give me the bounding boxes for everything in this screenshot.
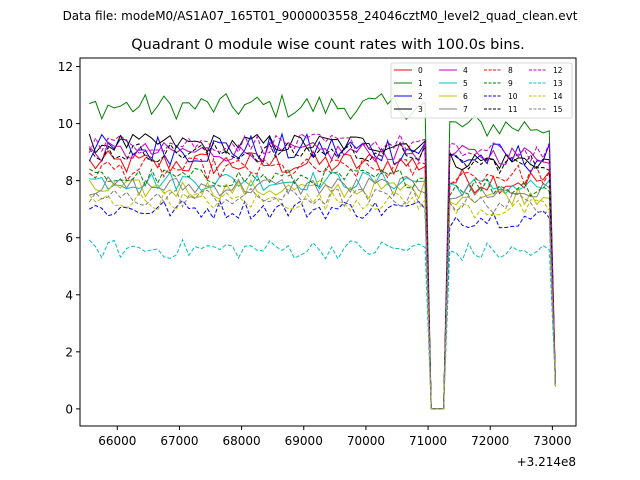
x-tick-label: 71000 — [409, 434, 447, 448]
series-line-12 — [88, 132, 556, 410]
y-tick-label: 0 — [65, 402, 73, 416]
series-line-14 — [88, 190, 556, 410]
y-tick-label: 8 — [65, 174, 73, 188]
series-line-10 — [89, 199, 556, 410]
y-tick-label: 12 — [58, 60, 73, 74]
legend-label-2: 2 — [418, 92, 423, 101]
series-line-7 — [89, 175, 556, 410]
x-tick-label: 70000 — [347, 434, 385, 448]
x-tick-label: 72000 — [471, 434, 509, 448]
legend-label-6: 6 — [463, 92, 468, 101]
series-line-3 — [88, 133, 556, 410]
y-axis: 0 2 4 6 8 10 12 — [58, 60, 80, 416]
series-line-9 — [89, 167, 556, 410]
legend-label-8: 8 — [508, 66, 513, 75]
series-line-15 — [88, 187, 556, 410]
legend-label-10: 10 — [508, 92, 518, 101]
chart-title: Quadrant 0 module wise count rates with … — [131, 37, 525, 53]
x-tick-label: 66000 — [98, 434, 136, 448]
y-tick-label: 10 — [58, 117, 73, 131]
legend-label-7: 7 — [463, 105, 468, 114]
x-tick-label: 68000 — [223, 434, 261, 448]
series-line-11 — [88, 141, 556, 410]
series-line-13 — [88, 238, 556, 410]
y-tick-label: 4 — [65, 288, 73, 302]
x-tick-label: 69000 — [285, 434, 323, 448]
legend-label-13: 13 — [553, 79, 563, 88]
legend-label-14: 14 — [553, 92, 563, 101]
x-axis: 66000 67000 68000 69000 70000 71000 72000 73000 — [98, 426, 571, 448]
series-line-6 — [88, 178, 556, 410]
x-tick-label: 73000 — [533, 434, 571, 448]
y-tick-label: 2 — [65, 345, 73, 359]
legend-box — [390, 62, 573, 119]
legend-label-15: 15 — [553, 105, 563, 114]
legend-label-3: 3 — [418, 105, 423, 114]
series-line-2 — [88, 132, 556, 410]
series-line-0 — [88, 149, 556, 410]
legend-label-1: 1 — [418, 79, 423, 88]
x-tick-label: 67000 — [160, 434, 198, 448]
series-line-4 — [88, 141, 556, 410]
legend-label-11: 11 — [508, 105, 518, 114]
chart-suptitle: Data file: modeM0/AS1A07_165T01_90000035… — [63, 9, 578, 23]
series-line-1 — [89, 92, 556, 410]
legend-label-0: 0 — [418, 66, 423, 75]
plot-area — [79, 57, 577, 427]
axes-frame — [79, 57, 577, 427]
legend-label-12: 12 — [553, 66, 563, 75]
legend-label-5: 5 — [463, 79, 468, 88]
series-line-8 — [88, 157, 556, 410]
x-offset-label: +3.214e8 — [517, 455, 576, 469]
legend-label-9: 9 — [508, 79, 513, 88]
y-tick-label: 6 — [65, 231, 73, 245]
legend-label-4: 4 — [463, 66, 468, 75]
